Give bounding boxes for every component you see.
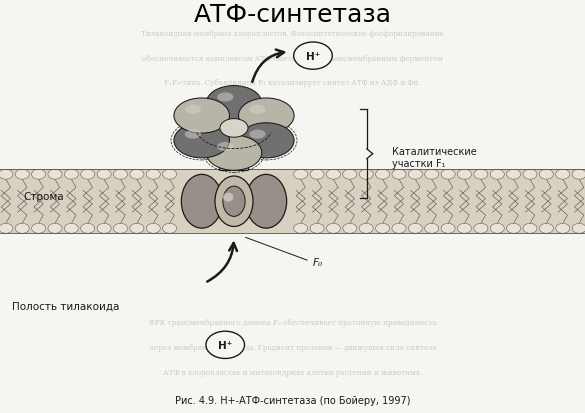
Circle shape [343,170,357,180]
Text: АТФ в хлоропластах и митохондриях клетки растений и животных.: АТФ в хлоропластах и митохондриях клетки… [163,368,422,376]
Circle shape [113,170,128,180]
Ellipse shape [181,175,222,229]
Circle shape [294,224,308,234]
Ellipse shape [185,106,201,114]
FancyBboxPatch shape [219,129,249,171]
Circle shape [15,224,29,234]
Text: Полость тилакоида: Полость тилакоида [12,301,119,311]
Text: через мембрану тилакоида. Градиент протонов — движущая сила синтеза: через мембрану тилакоида. Градиент прото… [149,343,436,351]
Text: АТФ-синтетаза: АТФ-синтетаза [194,3,391,27]
Ellipse shape [223,193,233,202]
Circle shape [326,170,340,180]
Circle shape [523,170,537,180]
Circle shape [359,224,373,234]
Circle shape [294,170,308,180]
Circle shape [425,224,439,234]
Circle shape [523,224,537,234]
Circle shape [130,224,144,234]
Circle shape [392,170,406,180]
Ellipse shape [174,123,229,159]
Circle shape [490,224,504,234]
Circle shape [376,224,390,234]
Ellipse shape [185,130,201,139]
Circle shape [343,224,357,234]
Ellipse shape [215,177,253,227]
Circle shape [408,224,422,234]
Circle shape [146,170,160,180]
Text: F₁F₀-типа. Субъединица F₁ катализирует синтез АТФ из АДФ и Фн.: F₁F₀-типа. Субъединица F₁ катализирует с… [164,79,421,87]
Circle shape [556,224,570,234]
Text: обеспечивается комплексом АТФ-синтетазы — трансмембранным ферментом: обеспечивается комплексом АТФ-синтетазы … [142,55,443,62]
Text: H⁺: H⁺ [218,340,232,350]
Circle shape [163,224,177,234]
Circle shape [64,170,78,180]
Circle shape [474,170,488,180]
Ellipse shape [217,93,233,102]
Circle shape [441,170,455,180]
Circle shape [474,224,488,234]
Ellipse shape [239,123,294,159]
Ellipse shape [206,86,262,121]
Circle shape [32,170,46,180]
Ellipse shape [249,130,266,139]
Bar [0,170,585,234]
Circle shape [376,170,390,180]
Ellipse shape [223,187,245,217]
Text: Тилакоидная мембрана хлоропластов. Фотосинтетическое фосфорилирование: Тилакоидная мембрана хлоропластов. Фотос… [141,30,444,38]
Circle shape [359,170,373,180]
Circle shape [0,170,13,180]
Circle shape [326,224,340,234]
Circle shape [48,224,62,234]
Circle shape [392,224,406,234]
Text: Рис. 4.9. Н+-АТФ-синтетаза (по Бойеру, 1997): Рис. 4.9. Н+-АТФ-синтетаза (по Бойеру, 1… [175,395,410,405]
Circle shape [490,170,504,180]
Ellipse shape [218,139,250,161]
Circle shape [294,43,332,70]
Circle shape [572,170,585,180]
Circle shape [163,170,177,180]
Circle shape [48,170,62,180]
Ellipse shape [220,119,248,138]
Ellipse shape [217,142,233,152]
Ellipse shape [249,106,266,114]
Circle shape [408,170,422,180]
Circle shape [97,224,111,234]
Circle shape [457,224,472,234]
Circle shape [539,170,553,180]
Ellipse shape [246,175,287,229]
Circle shape [130,170,144,180]
Circle shape [507,224,521,234]
Circle shape [81,224,95,234]
Ellipse shape [212,124,256,137]
Circle shape [457,170,472,180]
Ellipse shape [206,136,262,171]
Circle shape [0,224,13,234]
Circle shape [556,170,570,180]
Circle shape [97,170,111,180]
Text: Строма: Строма [23,192,64,202]
Circle shape [32,224,46,234]
Circle shape [206,331,245,358]
Text: Каталитические
участки F₁: Каталитические участки F₁ [392,147,477,168]
Circle shape [15,170,29,180]
Text: H⁺: H⁺ [306,52,320,62]
Text: ФРК трансмембранного домена F₀ обеспечивает протонную проводимость: ФРК трансмембранного домена F₀ обеспечив… [149,318,436,326]
Circle shape [425,170,439,180]
Circle shape [572,224,585,234]
Circle shape [81,170,95,180]
Circle shape [310,170,324,180]
Circle shape [113,224,128,234]
Circle shape [441,224,455,234]
Ellipse shape [174,99,229,134]
Circle shape [146,224,160,234]
Circle shape [539,224,553,234]
Circle shape [64,224,78,234]
Circle shape [507,170,521,180]
Circle shape [310,224,324,234]
Ellipse shape [239,99,294,134]
Text: F₀: F₀ [313,258,323,268]
